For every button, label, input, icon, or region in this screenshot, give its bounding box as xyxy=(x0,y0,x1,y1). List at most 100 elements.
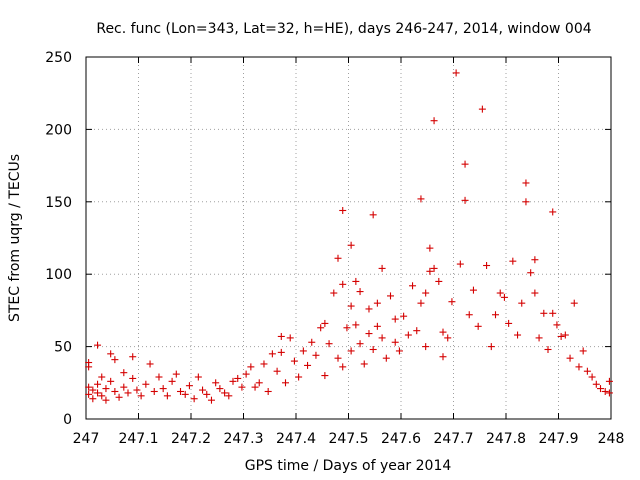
data-point xyxy=(426,244,434,252)
data-point xyxy=(579,347,587,355)
data-point xyxy=(514,331,522,339)
data-point xyxy=(356,340,364,348)
data-point xyxy=(549,309,557,317)
data-point xyxy=(378,334,386,342)
data-point xyxy=(277,332,285,340)
data-point xyxy=(409,282,417,290)
x-tick-label: 247.1 xyxy=(118,431,158,447)
data-point xyxy=(111,356,119,364)
data-point xyxy=(120,369,128,377)
data-point xyxy=(150,387,158,395)
data-point xyxy=(295,373,303,381)
data-point xyxy=(378,264,386,272)
data-point xyxy=(172,370,180,378)
data-point xyxy=(588,373,596,381)
data-point xyxy=(299,347,307,355)
data-point xyxy=(435,277,443,285)
data-point xyxy=(496,289,504,297)
data-point xyxy=(102,396,110,404)
data-point xyxy=(221,389,229,397)
x-tick-label: 247.8 xyxy=(486,431,526,447)
data-point xyxy=(404,331,412,339)
data-point xyxy=(234,374,242,382)
data-point xyxy=(365,330,373,338)
data-point xyxy=(540,309,548,317)
data-point xyxy=(142,380,150,388)
data-point xyxy=(339,206,347,214)
data-point xyxy=(373,299,381,307)
data-point xyxy=(469,286,477,294)
data-point xyxy=(133,386,141,394)
x-tick-label: 247.4 xyxy=(276,431,316,447)
data-point xyxy=(465,311,473,319)
data-point xyxy=(456,260,464,268)
data-point xyxy=(417,195,425,203)
data-point xyxy=(129,374,137,382)
data-point xyxy=(343,324,351,332)
data-point xyxy=(115,393,123,401)
data-point xyxy=(395,347,403,355)
y-tick-label: 50 xyxy=(54,340,72,356)
data-point xyxy=(592,380,600,388)
data-point xyxy=(225,392,233,400)
data-point xyxy=(439,328,447,336)
data-point xyxy=(373,322,381,330)
data-point xyxy=(89,395,97,403)
data-point xyxy=(527,269,535,277)
y-tick-label: 150 xyxy=(45,195,72,211)
data-point xyxy=(522,198,530,206)
data-point xyxy=(531,289,539,297)
data-point xyxy=(549,208,557,216)
data-point xyxy=(107,377,115,385)
data-point xyxy=(518,299,526,307)
data-point xyxy=(400,312,408,320)
data-point xyxy=(347,302,355,310)
data-point xyxy=(439,353,447,361)
data-point xyxy=(85,383,93,391)
x-tick-label: 247.5 xyxy=(328,431,368,447)
data-point xyxy=(137,392,145,400)
data-point xyxy=(124,389,132,397)
data-point xyxy=(255,379,263,387)
data-point xyxy=(290,357,298,365)
data-point xyxy=(199,386,207,394)
data-point xyxy=(181,390,189,398)
data-point xyxy=(334,254,342,262)
data-point xyxy=(98,373,106,381)
data-point xyxy=(286,334,294,342)
data-point xyxy=(417,299,425,307)
data-point xyxy=(247,363,255,371)
data-point xyxy=(382,354,390,362)
data-point xyxy=(413,327,421,335)
data-point xyxy=(492,311,499,319)
data-point xyxy=(597,385,604,393)
data-point xyxy=(422,343,430,351)
data-point xyxy=(452,69,460,77)
data-point xyxy=(321,372,329,380)
x-tick-label: 247 xyxy=(73,431,100,447)
data-point xyxy=(89,386,97,394)
data-points xyxy=(85,69,613,404)
data-point xyxy=(509,257,517,265)
data-point xyxy=(260,360,268,368)
tick-labels: 247 247.1 247.2 247.3 247.4 247.5 247.6 247.7 24… xyxy=(45,50,624,447)
x-tick-label: 247.3 xyxy=(223,431,263,447)
data-point xyxy=(365,305,373,313)
data-point xyxy=(190,395,198,403)
data-point xyxy=(483,262,491,270)
grid xyxy=(86,57,611,419)
data-point xyxy=(304,361,312,369)
data-point xyxy=(605,377,613,385)
data-point xyxy=(461,160,469,168)
data-point xyxy=(242,370,250,378)
data-point xyxy=(583,367,591,375)
data-point xyxy=(352,277,360,285)
data-point xyxy=(229,377,237,385)
data-point xyxy=(194,373,202,381)
data-point xyxy=(120,383,128,391)
data-point xyxy=(207,396,215,404)
data-point xyxy=(387,292,394,300)
y-tick-label: 200 xyxy=(45,122,72,138)
data-point xyxy=(203,390,211,398)
data-point xyxy=(177,387,184,395)
